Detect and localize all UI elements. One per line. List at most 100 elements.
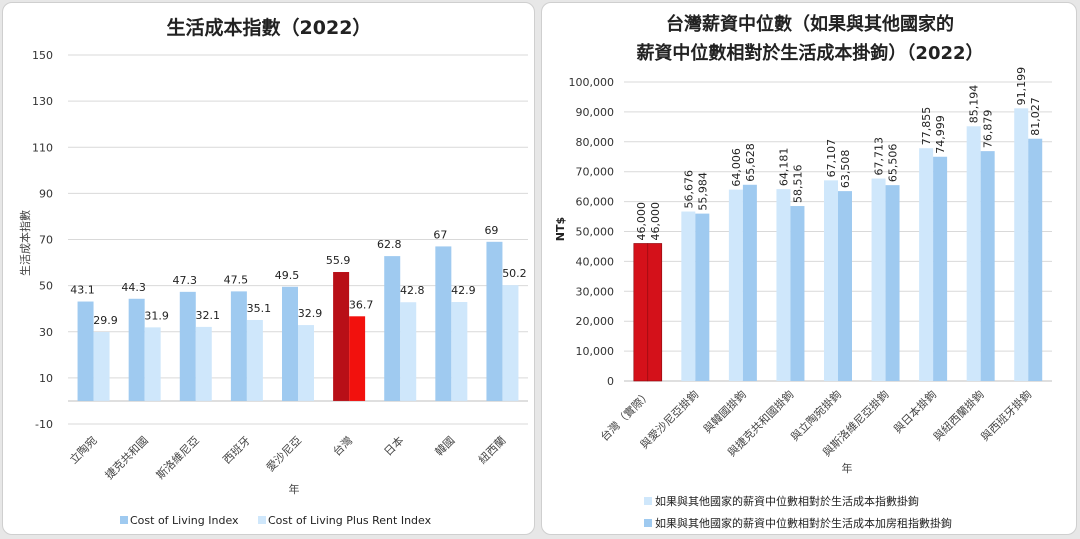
bar [695,213,710,381]
bar [933,156,948,381]
bar [128,298,145,401]
y-tick-label: 0 [607,375,614,388]
data-label: 32.1 [196,309,221,322]
data-label: 85,194 [968,85,981,124]
data-label: 64,181 [777,148,790,187]
data-label: 67 [433,228,447,241]
legend-label-cost-of-living-plus-rent-linked: 如果與其他國家的薪資中位數相對於生活成本加房租指數掛鉤 [655,516,952,530]
x-tick-labels: 台灣（實際）與愛沙尼亞掛鉤 與韓國掛鉤與捷克共和國掛鉤與立陶宛掛鉤與斯洛維尼亞掛鉤… [597,387,1034,459]
data-label: 42.8 [400,284,425,297]
bar [647,243,663,382]
y-tick-label: 60,000 [576,196,615,209]
bar [824,180,838,381]
bar [349,316,366,401]
y-tick-label: 70,000 [576,166,615,179]
data-label: 31.9 [144,309,169,322]
legend-swatch-cost-of-living-plus-rent-linked [644,519,652,527]
data-label: 47.3 [173,274,198,287]
data-label: 62.8 [377,238,402,251]
legend: Cost of Living Index Cost of Living Plus… [120,514,432,527]
data-label: 63,508 [839,150,852,189]
y-tick-label: 10,000 [576,345,615,358]
bar [282,286,298,401]
y-tick-label: 30,000 [576,285,615,298]
x-tick-label: 台灣 [330,433,355,458]
bar [486,241,503,401]
y-tick-label: 130 [32,95,53,108]
y-tick-label: 150 [32,49,53,62]
data-label: 29.9 [93,314,118,327]
data-label: 81,027 [1029,97,1042,136]
data-label: 76,879 [982,110,995,149]
bar [77,301,94,401]
x-axis-label: 年 [842,461,853,475]
x-tick-label: 立陶宛 [66,433,99,466]
bar [980,151,995,381]
x-tick-label: 與日本掛鉤 [890,387,939,436]
legend-swatch-cost-of-living [120,516,128,524]
y-axis-label: 生活成本指數 [18,210,32,276]
y-tick-label: 100,000 [569,76,615,89]
bar [384,256,401,401]
bar [838,191,852,381]
chart-title-line-1: 台灣薪資中位數（如果與其他國家的 [666,13,954,35]
y-tick-labels: 0 10,000 20,000 30,000 40,000 50,000 60,000 70,… [569,76,615,388]
data-label: 32.9 [298,307,323,320]
x-tick-label: 捷克共和國 [102,433,151,482]
bar [144,327,161,401]
bar [1028,138,1043,381]
data-label: 35.1 [247,302,272,315]
x-tick-labels: 立陶宛 捷克共和國 斯洛維尼亞 西班牙 愛沙尼亞 台灣 日本 韓國 紐西蘭 [66,433,508,482]
y-tick-label: 10 [39,372,53,385]
data-label: 56,676 [682,170,695,209]
legend-label-cost-of-living: Cost of Living Index [130,514,239,527]
data-label: 55.9 [326,254,351,267]
data-labels: 46,000 46,000 56,676 55,984 64,006 65,628 64,1… [635,67,1042,241]
data-label: 67,107 [825,139,838,178]
legend-swatch-cost-of-living-linked [644,497,652,505]
bar [681,211,696,381]
bar [435,246,452,401]
bar [195,326,212,401]
chart-title: 生活成本指數（2022） [167,16,372,39]
y-tick-label: -10 [35,418,53,431]
y-tick-label: 80,000 [576,136,615,149]
data-label: 43.1 [70,284,95,297]
data-label: 91,199 [1015,67,1028,106]
data-label: 64,006 [730,148,743,187]
cost-of-living-chart-panel: 生活成本指數（2022） -10 10 30 50 70 90 110 130 150 43.1… [2,2,535,535]
data-label: 65,628 [744,143,757,182]
x-tick-label: 西班牙 [220,434,253,467]
legend-label-cost-of-living-linked: 如果與其他國家的薪資中位數相對於生活成本指數掛鉤 [655,494,919,508]
data-label: 65,506 [887,144,900,183]
bar [451,301,468,401]
y-tick-label: 20,000 [576,315,615,328]
y-axis-label: NT$ [554,217,567,241]
bar [871,178,886,381]
y-tick-label: 110 [32,141,53,154]
bar [93,331,110,401]
y-tick-label: 30 [39,326,53,339]
y-tick-label: 70 [39,234,53,247]
data-label: 49.5 [275,269,300,282]
median-wage-chart-panel: 台灣薪資中位數（如果與其他國家的 薪資中位數相對於生活成本掛鉤）（2022） 0… [541,2,1077,535]
data-labels: 43.1 29.9 44.3 31.9 47.3 32.1 47.5 35.1 49.5 32.9… [70,224,526,327]
bar [919,148,934,381]
x-tick-label: 愛沙尼亞 [264,434,304,474]
bar [179,291,196,401]
data-label: 47.5 [224,273,249,286]
y-tick-label: 90 [39,187,53,200]
y-tick-label: 90,000 [576,106,615,119]
data-label: 58,516 [791,165,804,204]
bar [790,206,805,381]
data-label: 46,000 [649,202,662,240]
bar [1014,108,1029,381]
y-tick-labels: -10 10 30 50 70 90 110 130 150 [32,49,53,431]
bar [966,126,981,381]
data-label: 74,999 [934,115,947,154]
bar [502,285,519,401]
y-tick-label: 40,000 [576,255,615,268]
data-label: 36.7 [349,298,374,311]
legend-swatch-cost-of-living-plus-rent [258,516,266,524]
bars [633,108,1043,382]
